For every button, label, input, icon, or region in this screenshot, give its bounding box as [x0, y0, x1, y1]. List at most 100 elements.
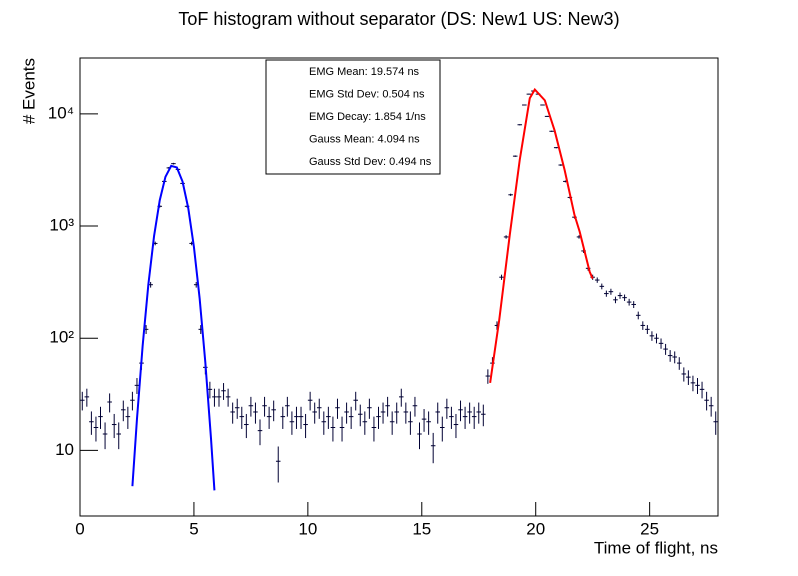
x-tick-label: 5 [189, 519, 198, 538]
histogram-point [107, 393, 112, 413]
histogram-point [408, 411, 413, 435]
histogram-point [540, 104, 545, 106]
histogram-point [676, 357, 682, 370]
histogram-point [449, 406, 454, 429]
histogram-point [658, 338, 664, 349]
histogram-point [266, 406, 272, 429]
histogram-point [522, 104, 527, 106]
x-tick-label: 0 [75, 519, 84, 538]
histogram-point [421, 409, 427, 432]
plot-frame [79, 57, 719, 517]
histogram-point [335, 398, 340, 419]
histogram-point [248, 396, 254, 417]
histogram-point [257, 419, 263, 446]
histogram-point [280, 406, 286, 429]
histogram-point [271, 400, 276, 422]
histogram-point [171, 162, 176, 165]
histogram-point [453, 413, 459, 439]
histogram-point [430, 432, 436, 464]
histogram-point [111, 413, 117, 439]
histogram-point [84, 388, 90, 407]
x-tick-label: 15 [412, 519, 431, 538]
histogram-point [89, 411, 94, 435]
histogram-point [713, 411, 718, 435]
histogram-point [499, 274, 504, 280]
histogram-point [307, 391, 313, 411]
histogram-point [462, 406, 468, 429]
histogram-point [686, 370, 691, 385]
histogram-point [663, 343, 668, 355]
histogram-point [371, 416, 377, 442]
histogram-point [617, 292, 623, 299]
histogram-point [116, 422, 122, 450]
histogram-point [526, 93, 532, 95]
histogram-point [130, 391, 135, 411]
histogram-point [667, 350, 673, 362]
y-axis-label: # Events [19, 58, 38, 124]
x-tick-label: 25 [640, 519, 659, 538]
histogram-point [481, 404, 486, 427]
histogram-point [102, 422, 108, 450]
histogram-point [121, 400, 126, 422]
stats-entry: EMG Decay: 1.854 1/ns [309, 111, 426, 123]
histogram-point [654, 333, 659, 344]
histogram-point [316, 398, 322, 419]
histogram-point [399, 388, 404, 407]
histogram-point [645, 325, 650, 335]
histogram-point [362, 411, 368, 435]
histogram-point [681, 367, 687, 382]
histogram-point [385, 396, 390, 417]
histogram-point [640, 321, 646, 330]
histogram-point [239, 406, 245, 429]
histogram-point [512, 155, 518, 157]
histogram-point [476, 402, 482, 424]
histogram-point [485, 369, 491, 384]
histogram-point [275, 446, 281, 483]
histogram-point [417, 422, 422, 450]
histogram-point [599, 283, 605, 290]
histogram-point [426, 411, 431, 435]
histogram-point [544, 115, 550, 117]
histogram-point [649, 331, 655, 341]
histogram-point [244, 413, 249, 439]
histogram-point [98, 406, 103, 429]
histogram-point [503, 235, 509, 239]
histogram-point [134, 378, 140, 394]
histogram-point [517, 124, 523, 126]
histogram-point [298, 406, 304, 429]
histogram-point [285, 396, 290, 417]
y-tick-label: 10⁴ [48, 103, 74, 122]
histogram-point [221, 383, 226, 400]
y-tick-label: 10² [49, 328, 74, 347]
histogram-point [80, 391, 85, 411]
histogram-point [508, 193, 513, 196]
stats-entry: EMG Mean: 19.574 ns [309, 66, 420, 78]
histogram-point [412, 396, 418, 417]
histogram-point [93, 416, 99, 442]
histogram-point [635, 311, 641, 320]
histogram-point [321, 411, 327, 435]
stats-entry: EMG Std Dev: 0.504 ns [309, 88, 425, 100]
histogram-point [604, 290, 609, 297]
histogram-point [594, 277, 600, 283]
histogram-point [458, 400, 463, 422]
stats-entry: Gauss Std Dev: 0.494 ns [309, 156, 432, 168]
histogram-point [690, 375, 696, 392]
histogram-point [326, 406, 331, 429]
histogram-point [367, 398, 372, 419]
fit-curve [489, 87, 594, 383]
histogram-point [389, 411, 395, 435]
stats-entry: Gauss Mean: 4.094 ns [309, 133, 420, 145]
y-tick-label: 10 [55, 440, 74, 459]
stats-box [265, 59, 441, 175]
histogram-point [553, 146, 559, 149]
histogram-point [348, 406, 354, 429]
histogram-point [549, 130, 554, 132]
histogram-point [253, 402, 258, 424]
histogram-point [225, 388, 231, 407]
histogram-point [376, 406, 381, 429]
histogram-point [289, 411, 295, 435]
x-tick-label: 10 [298, 519, 317, 538]
histogram-point [708, 396, 714, 417]
histogram-point [699, 381, 705, 399]
